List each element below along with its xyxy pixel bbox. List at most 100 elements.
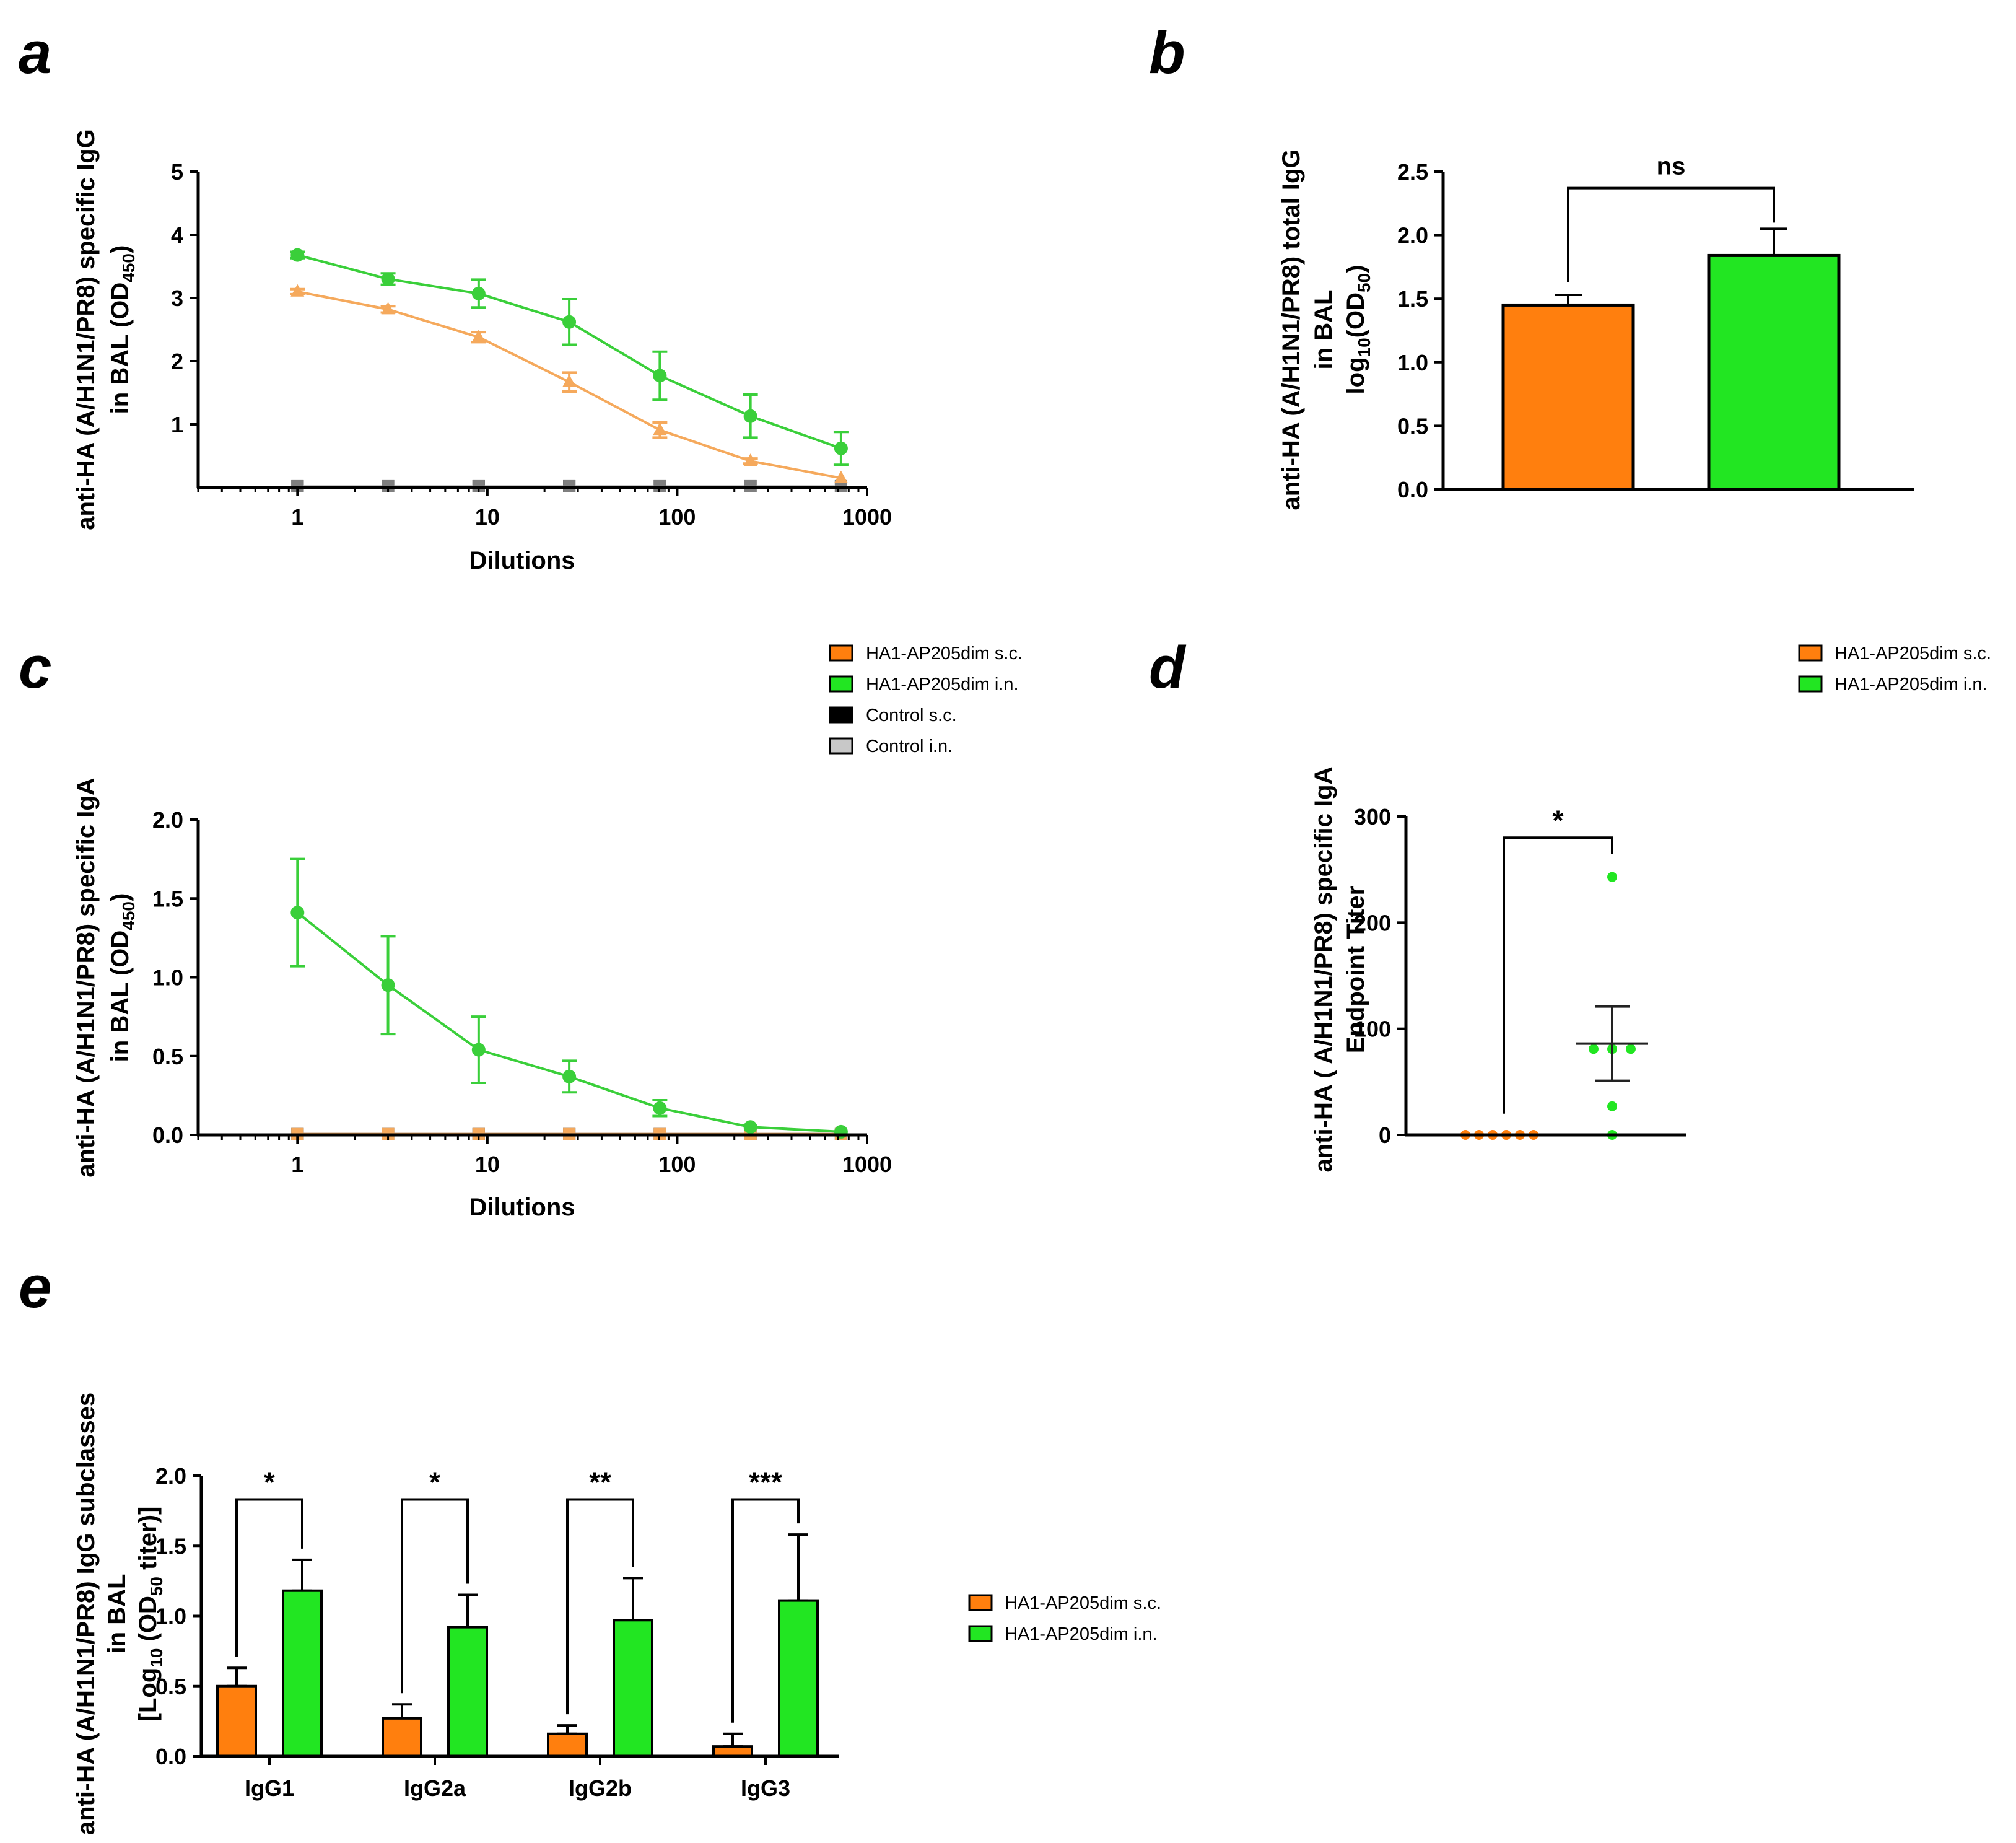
panel-e-y-axis-title: anti-HA (A/H1N1/PR8) IgG subclasses in B… [72,1393,166,1835]
panel-c-series-1-point [562,1069,577,1083]
panel-c-series-1-point [471,1043,486,1057]
legend-d-swatch-sc [1798,644,1823,662]
panel-e-x-tick-label: IgG3 [741,1775,790,1801]
panel-label-a: a [19,20,51,86]
panel-d-y-tick-label: 200 [1354,910,1391,935]
panel-a-series-1-point [743,409,757,423]
legend-e-swatch-in [968,1625,993,1642]
panel-a-series-1-point [653,369,667,383]
panel-b-y-tick-label: 0.5 [1397,413,1428,439]
panel-d-point-in [1626,1044,1636,1054]
panel-a-y-title-part: in BAL (OD [107,282,134,414]
panel-c-y-title-part: in BAL (OD [107,930,134,1062]
panel-e-bar-1-2 [613,1619,653,1758]
panel-e-significance: ** [589,1466,611,1499]
panel-b-significance-bracket [1567,186,1775,283]
panel-b-y-axis-title: anti-HA (A/H1N1/PR8) total IgG in BAL lo… [1278,149,1374,510]
legend-panel-d: HA1-AP205dim s.c. HA1-AP205dim i.n. [1798,644,1991,694]
panel-d-y-axis-title: anti-HA ( A/H1N1/PR8) specific IgA Endpo… [1310,767,1369,1173]
legend-e-swatch-sc [968,1594,993,1611]
legend-e-label-in: HA1-AP205dim i.n. [1005,1624,1158,1644]
panel-a-series-1-point [381,272,395,286]
panel-a-series-1-point [562,315,577,329]
panel-a-x-axis-title: Dilutions [469,547,575,574]
panel-e-significance-bracket [235,1498,303,1657]
panel-label-e: e [19,1254,51,1320]
panel-a-series-1-point [471,286,486,300]
panel-a-series-0-point [381,302,395,315]
panel-c-y-tick-label: 0.0 [152,1123,183,1148]
panel-b-y-tick-label: 0.0 [1397,477,1428,502]
panel-a-y-tick-label: 2 [171,349,183,374]
legend-d-label-in: HA1-AP205dim i.n. [1835,675,1988,694]
legend-d-swatch-in [1798,675,1823,693]
panel-e-y-tick-label: 0.5 [155,1674,186,1699]
panel-c-y-tick-label: 1.0 [152,965,183,991]
panel-e-y-title-line3: [Log10 (OD50 titer)] [134,1507,166,1722]
panel-e-y-tick-label: 1.5 [155,1533,186,1559]
panel-c-series-1-point [834,1124,848,1139]
panel-a-series-1-point [834,441,848,455]
panel-c-y-tick-label: 2.0 [152,807,183,833]
legend-swatch-control-in [829,737,853,755]
panel-e-y-tick-label: 0.0 [155,1744,186,1769]
legend-d-label-sc: HA1-AP205dim s.c. [1835,644,1991,663]
panel-b-bar-1 [1707,253,1841,491]
panel-e-significance-bracket [731,1498,800,1723]
panel-c-y-tick-label: 0.5 [152,1044,183,1069]
panel-d-y-tick-label: 100 [1354,1017,1391,1042]
panel-c-series-1-line [297,911,842,1133]
panel-e-bar-0-0 [216,1684,257,1758]
panel-e-bar-1-0 [282,1589,323,1758]
panel-e-significance: * [264,1466,275,1499]
panel-e-y-title-od: (OD [134,1596,162,1648]
panel-e-y-title-line2: in BAL [103,1574,131,1654]
panel-a-y-tick-label: 5 [171,159,183,185]
panel-e-x-tick-label: IgG2b [569,1775,632,1801]
panel-c-series-1-point [653,1101,667,1115]
panel-e-bar-0-1 [382,1717,422,1758]
panel-b-y-title-sub10: 10 [1355,338,1374,357]
panel-a-x-tick-label: 1 [291,504,303,530]
panel-a-y-title-close: ) [107,245,134,253]
panel-d-chart: 0 100 200 300 * anti-HA ( A/H1N1/PR8) speci… [1310,767,1686,1173]
panel-e-y-title-sub50: 50 [147,1577,166,1596]
panel-c-series-1-point [381,978,395,992]
panel-b-y-title-line2: in BAL [1310,290,1337,370]
panel-a-series-0-point [743,453,757,466]
legend-label-in: HA1-AP205dim i.n. [866,675,1019,694]
panel-e-y-tick-label: 1.0 [155,1604,186,1629]
panel-e-significance-bracket [566,1498,634,1715]
panel-a-y-tick-label: 1 [171,412,183,437]
panel-a-x-tick-label: 10 [475,504,500,530]
panel-e-y-title-close: titer)] [134,1507,162,1577]
panel-e-y-title-sub10: 10 [147,1648,166,1668]
panel-b-y-title-sub50: 50 [1355,273,1374,292]
panel-a-series-0-point [290,284,305,297]
panel-c-x-tick-label: 10 [475,1152,500,1177]
panel-c-y-title-line2: in BAL (OD450) [107,893,138,1062]
panel-c-y-title-close: ) [107,893,134,901]
panel-c-y-title-line1: anti-HA (A/H1N1/PR8) specific IgA [72,777,100,1177]
panel-e-bar-1-1 [447,1626,488,1758]
panel-b-y-tick-label: 2.0 [1397,223,1428,248]
legend-label-control-sc: Control s.c. [866,706,957,725]
panel-a-series-1-line [297,253,842,450]
legend-label-control-in: Control i.n. [866,737,953,756]
legend-swatch-sc [829,644,853,662]
panel-a-y-tick-label: 4 [171,222,183,248]
panel-a-series-0-point [653,422,667,436]
panel-c-chart: 1 10 100 1000 0.0 0.5 1.0 1.5 2.0 Dilutions anti… [72,777,892,1221]
panel-b-y-title-od: (OD [1342,292,1369,338]
panel-c-x-tick-label: 1 [291,1152,303,1177]
panel-d-y-title-line2: Endpoint Titer [1342,886,1369,1053]
panel-e-y-title-log: [Log [134,1668,162,1722]
panel-b-y-title-line3: log10(OD50) [1342,265,1374,395]
legend-panel-e: HA1-AP205dim s.c. HA1-AP205dim i.n. [968,1593,1161,1644]
panel-e-significance: *** [749,1466,782,1499]
panel-a-x-tick-label: 1000 [842,504,892,530]
panel-a-chart: 1 10 100 1000 1 2 3 4 5 Dilutions anti-HA (A/H1N… [72,129,892,574]
panel-a-x-tick-label: 100 [658,504,696,530]
panel-b-chart: 0.0 0.5 1.0 1.5 2.0 2.5 ns anti-HA (A/H1N1/PR… [1278,149,1914,510]
